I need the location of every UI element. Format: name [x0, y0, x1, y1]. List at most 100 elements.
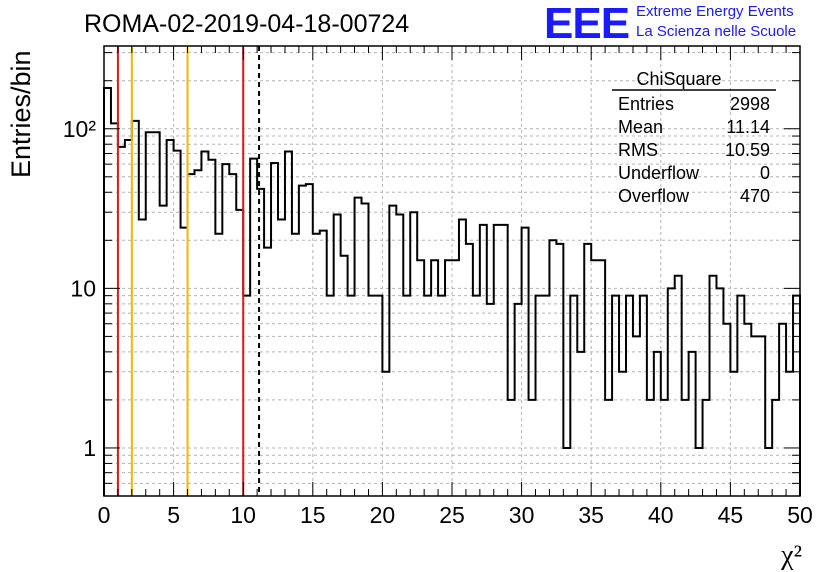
- histogram-bin: [793, 296, 800, 496]
- reference-lines: [116, 46, 261, 496]
- histogram-bin: [111, 123, 118, 496]
- stats-label: Entries: [618, 94, 674, 114]
- histogram-bin: [257, 189, 264, 496]
- histogram-bin: [362, 204, 369, 496]
- histogram-bin: [250, 159, 257, 496]
- histogram-bin: [640, 296, 647, 496]
- y-axis-label: Entries/bin: [6, 50, 36, 178]
- histogram-bin: [737, 296, 744, 496]
- stats-title: ChiSquare: [636, 69, 721, 89]
- histogram-bin: [619, 372, 626, 496]
- x-tick-label: 40: [648, 502, 674, 528]
- histogram-bin: [459, 220, 466, 496]
- histogram-bin: [389, 206, 396, 496]
- histogram-bin: [466, 244, 473, 496]
- histogram-bin: [125, 140, 132, 496]
- histogram-bin: [320, 231, 327, 496]
- histogram-bin: [139, 220, 146, 496]
- x-tick-label: 25: [439, 502, 465, 528]
- histogram-bin: [222, 164, 229, 496]
- histogram-bin: [654, 352, 661, 496]
- histogram-bin: [542, 296, 549, 496]
- stats-label: Overflow: [618, 186, 690, 206]
- histogram-bin: [536, 296, 543, 496]
- stats-value: 2998: [730, 94, 770, 114]
- histogram-bin: [167, 140, 174, 496]
- histogram-bin: [438, 296, 445, 496]
- histogram-bin: [271, 163, 278, 496]
- histogram-bin: [577, 352, 584, 496]
- histogram-bin: [382, 372, 389, 496]
- histogram-bin: [779, 324, 786, 496]
- histogram-bin: [334, 215, 341, 496]
- histogram-bin: [410, 212, 417, 496]
- histogram-path: [103, 87, 801, 496]
- x-tick-label: 45: [718, 502, 744, 528]
- histogram-bin: [313, 234, 320, 496]
- histogram-bin: [584, 244, 591, 496]
- x-tick-label: 50: [787, 502, 813, 528]
- histogram-bin: [744, 324, 751, 496]
- stats-value: 11.14: [726, 117, 770, 137]
- eee-logo: EEE: [544, 0, 630, 48]
- histogram-bin: [570, 296, 577, 496]
- histogram-bin: [716, 288, 723, 496]
- x-axis-label: χ²: [780, 540, 802, 571]
- x-tick-label: 5: [167, 502, 180, 528]
- histogram-bin: [786, 372, 793, 496]
- histogram-bin: [299, 186, 306, 496]
- histogram-bin: [355, 198, 362, 496]
- x-tick-label: 35: [578, 502, 604, 528]
- x-tick-label: 15: [300, 502, 326, 528]
- y-tick-label: 1: [83, 435, 96, 461]
- histogram-bin: [292, 234, 299, 496]
- histogram-bin: [160, 206, 167, 496]
- histogram-bin: [104, 88, 111, 496]
- histogram-bin: [146, 132, 153, 496]
- histogram-bin: [153, 132, 160, 496]
- stats-label: Underflow: [618, 163, 700, 183]
- histogram-bin: [626, 296, 633, 496]
- stats-value: 470: [740, 186, 770, 206]
- x-tick-label: 30: [509, 502, 535, 528]
- histogram-bin: [236, 210, 243, 496]
- logo-line-1: Extreme Energy Events: [636, 3, 794, 20]
- stats-label: Mean: [618, 117, 663, 137]
- x-tick-label: 20: [370, 502, 396, 528]
- histogram-bin: [424, 296, 431, 496]
- histogram-bin: [368, 296, 375, 496]
- x-tick-label: 0: [98, 502, 111, 528]
- x-tick-label: 10: [230, 502, 256, 528]
- histogram-bin: [396, 215, 403, 496]
- chart-title: ROMA-02-2019-04-18-00724: [84, 10, 409, 38]
- y-tick-label: 10²: [63, 116, 97, 142]
- histogram-bin: [689, 352, 696, 496]
- stats-box: ChiSquare Entries 2998 Mean 11.14 RMS 10.59 Un…: [612, 69, 776, 206]
- histogram-bin: [348, 296, 355, 496]
- histogram-bin: [194, 170, 201, 496]
- stats-value: 0: [760, 163, 770, 183]
- histogram-bin: [633, 336, 640, 496]
- histogram-bin: [278, 220, 285, 496]
- histogram-bin: [118, 147, 125, 496]
- histogram-bin: [612, 296, 619, 496]
- histogram-bin: [758, 336, 765, 496]
- histogram-bin: [215, 234, 222, 496]
- y-tick-label: 10: [70, 275, 96, 301]
- histogram-bin: [556, 244, 563, 496]
- histogram-bin: [306, 184, 313, 496]
- axes: 0 5 10 15 20 25 30 35 40 45 50 1 10 10²: [63, 45, 813, 528]
- histogram-bin: [751, 336, 758, 496]
- histogram-bars: [103, 87, 801, 496]
- histogram-bin: [730, 372, 737, 496]
- histogram-bin: [327, 296, 334, 496]
- histogram-bin: [243, 296, 250, 496]
- histogram-bin: [668, 288, 675, 496]
- histogram-bin: [208, 160, 215, 496]
- logo-line-2: La Scienza nelle Scuole: [636, 23, 797, 40]
- histogram-bin: [723, 324, 730, 496]
- grid: [104, 46, 800, 496]
- histogram-bin: [403, 296, 410, 496]
- histogram-bin: [549, 240, 556, 496]
